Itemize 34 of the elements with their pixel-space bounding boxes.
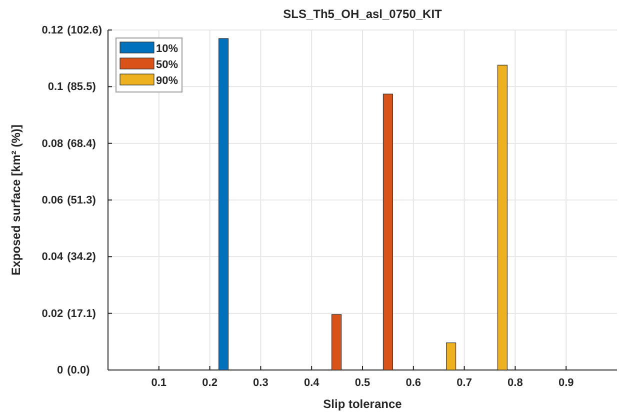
chart-title: SLS_Th5_OH_asl_0750_KIT: [283, 7, 443, 21]
x-tick-label: 0.1: [151, 376, 167, 389]
x-tick-label: 0.9: [558, 376, 574, 389]
y2-tick-label: (0.0): [67, 364, 90, 377]
legend-label: 50%: [156, 59, 178, 71]
y2-tick-label: (17.1): [67, 308, 96, 320]
x-tick-label: 0.8: [508, 376, 523, 389]
x-tick-label: 0.6: [406, 376, 422, 389]
y2-tick-label: (34.2): [67, 251, 96, 264]
bar: [218, 38, 229, 370]
y-tick-label: 0.08: [42, 138, 64, 150]
y-tick-label: 0.1: [48, 81, 64, 94]
y-tick-label: 0.04: [42, 251, 64, 264]
bar: [332, 314, 342, 370]
x-tick-label: 0.4: [304, 376, 320, 389]
y2-tick-label: (51.3): [67, 194, 96, 207]
bar: [446, 342, 456, 370]
y-axis-title: Exposed surface [km² (%)]: [9, 124, 23, 276]
y2-tick-label: (68.4): [67, 138, 96, 150]
x-tick-label: 0.5: [354, 376, 370, 389]
y2-tick-label: (102.6): [67, 24, 102, 37]
x-tick-label: 0.3: [253, 376, 268, 389]
legend-label: 10%: [156, 43, 178, 55]
x-tick-label: 0.7: [456, 376, 472, 389]
y-tick-label: 0.02: [42, 308, 64, 320]
x-tick-label: 0.2: [202, 376, 218, 389]
y-tick-label: 0: [57, 364, 64, 377]
x-axis-title: Slip tolerance: [323, 397, 402, 411]
y-tick-label: 0.06: [42, 194, 64, 207]
bar: [497, 64, 508, 370]
y2-tick-label: (85.5): [67, 81, 96, 94]
y-tick-label: 0.12: [42, 24, 64, 37]
legend-label: 90%: [156, 75, 178, 87]
bar: [382, 94, 393, 370]
